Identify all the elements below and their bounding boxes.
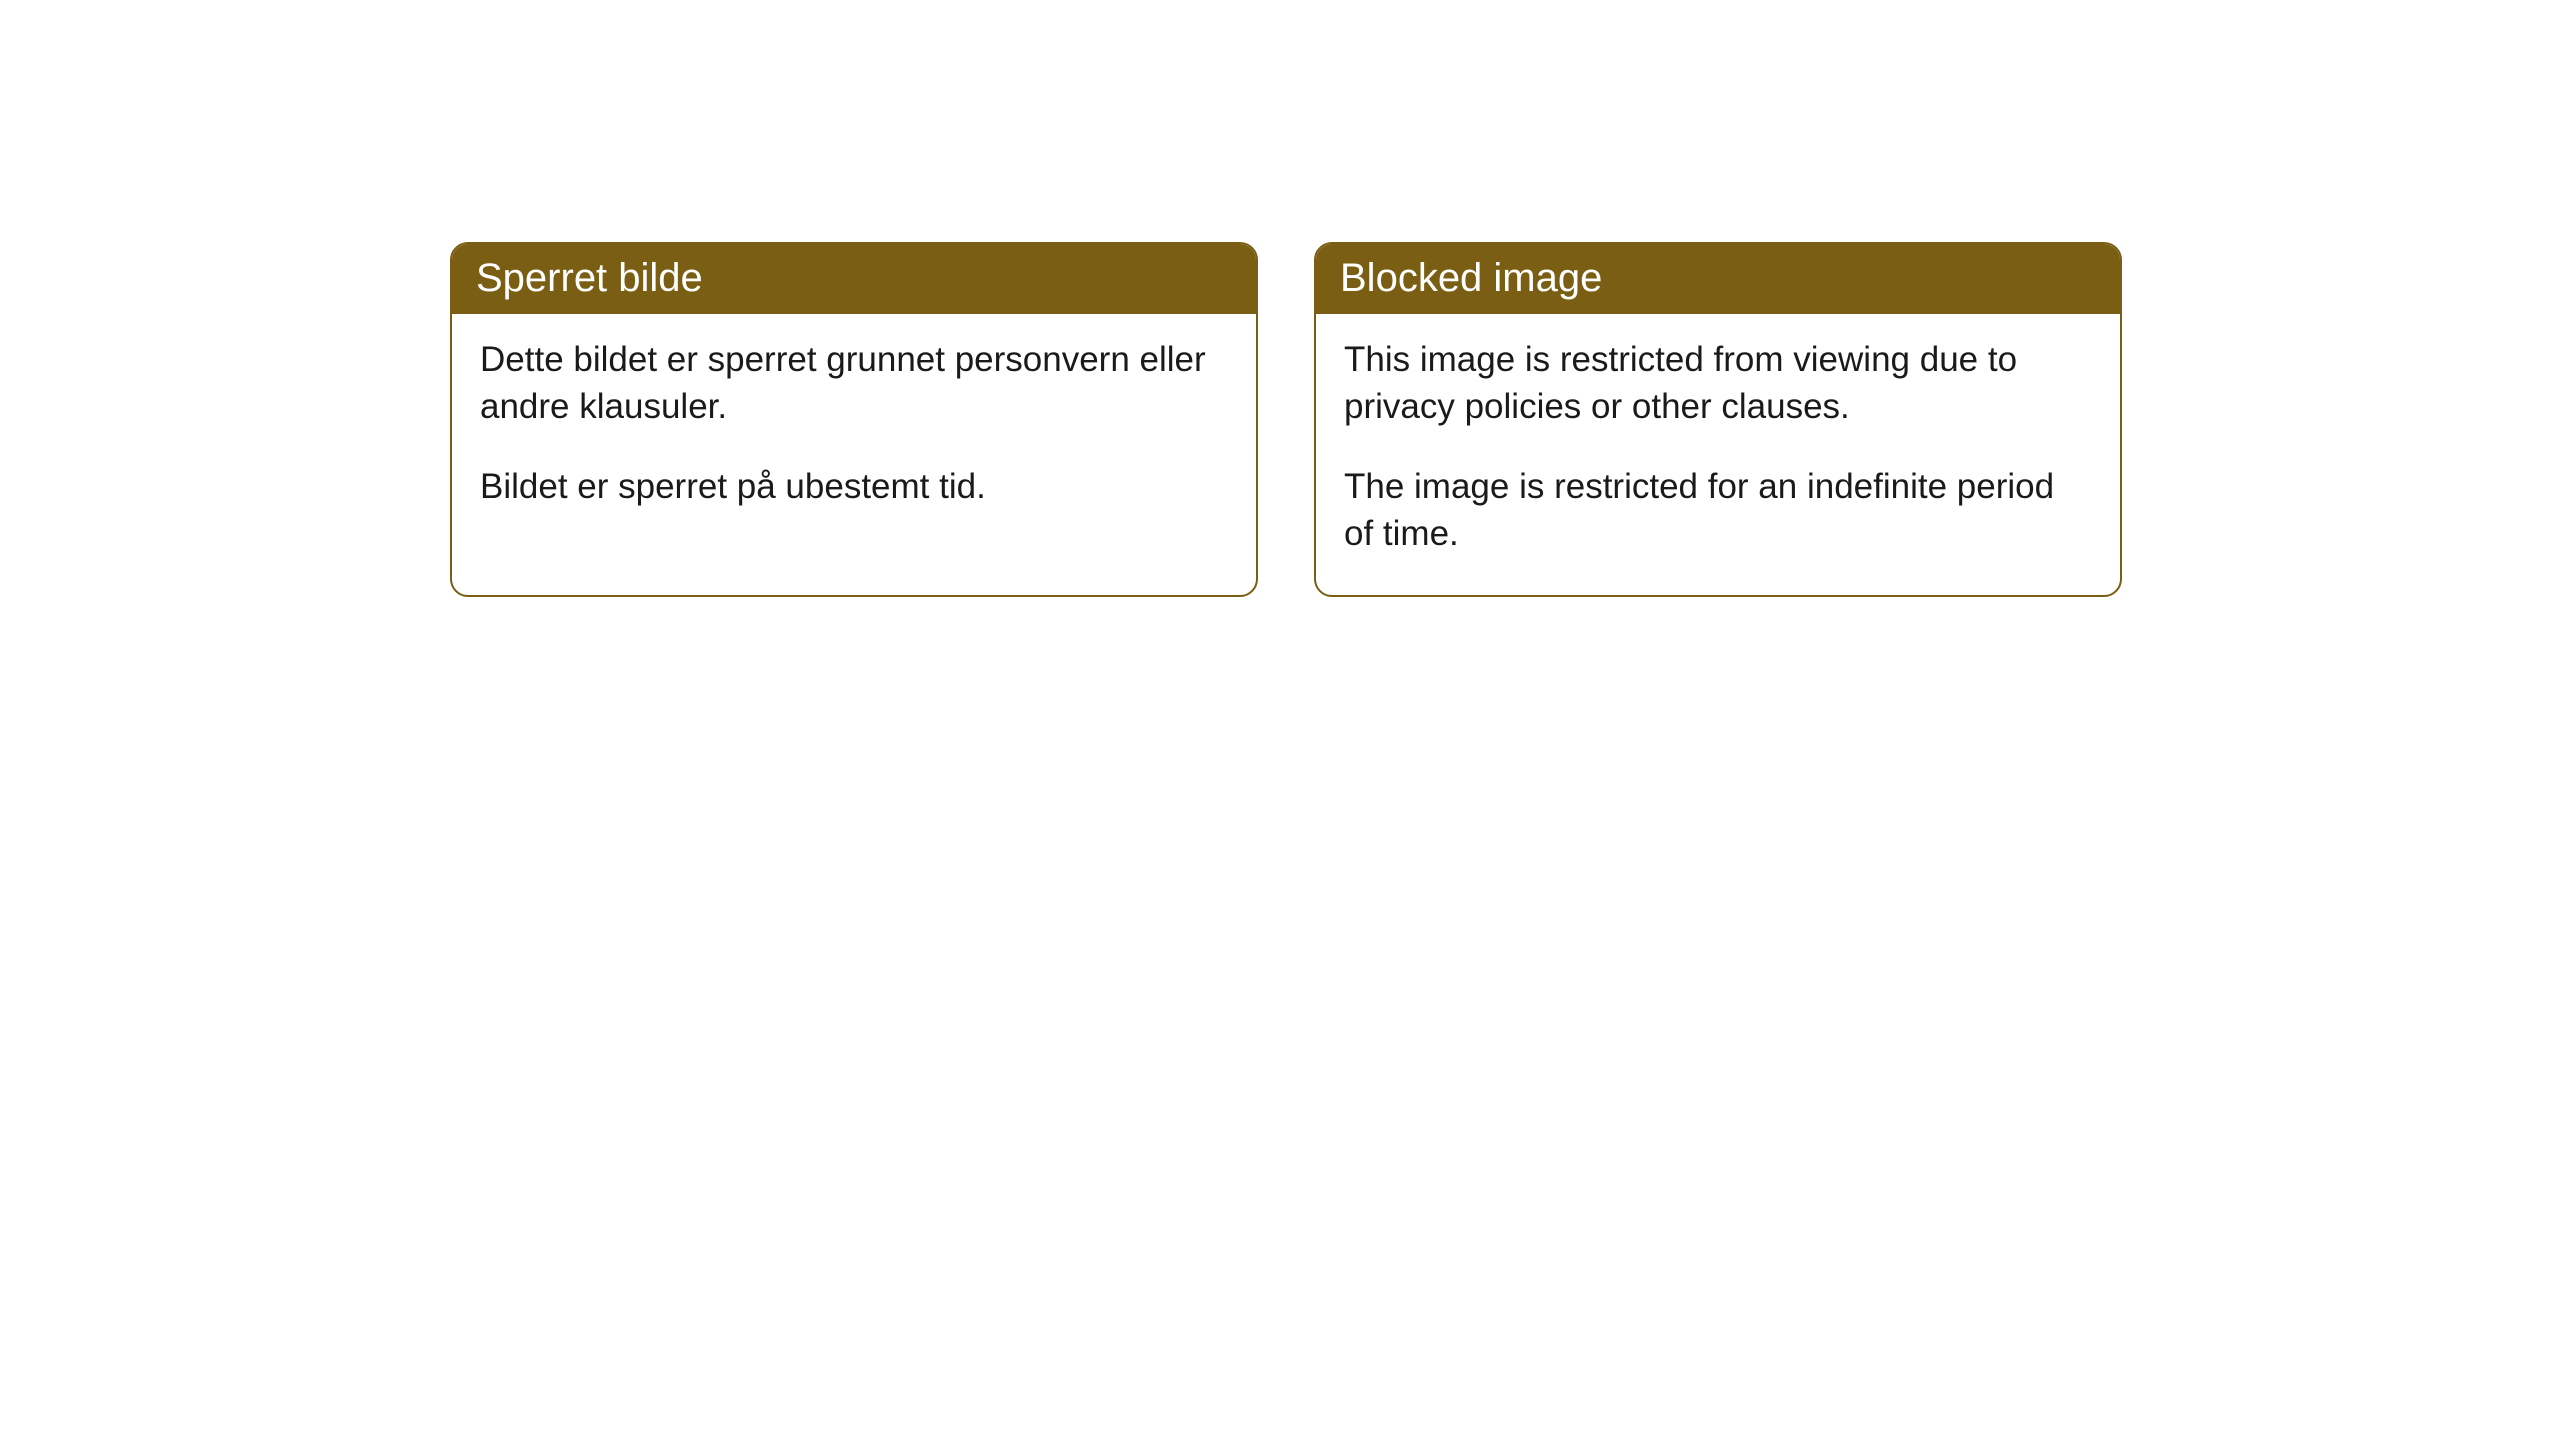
card-paragraph-2: The image is restricted for an indefinit…: [1344, 463, 2092, 558]
card-paragraph-1: Dette bildet er sperret grunnet personve…: [480, 336, 1228, 431]
card-body-english: This image is restricted from viewing du…: [1316, 314, 2120, 595]
card-paragraph-2: Bildet er sperret på ubestemt tid.: [480, 463, 1228, 510]
card-title-norwegian: Sperret bilde: [452, 244, 1256, 314]
card-paragraph-1: This image is restricted from viewing du…: [1344, 336, 2092, 431]
notice-cards-row: Sperret bilde Dette bildet er sperret gr…: [450, 242, 2560, 597]
card-body-norwegian: Dette bildet er sperret grunnet personve…: [452, 314, 1256, 548]
notice-card-norwegian: Sperret bilde Dette bildet er sperret gr…: [450, 242, 1258, 597]
card-title-english: Blocked image: [1316, 244, 2120, 314]
notice-card-english: Blocked image This image is restricted f…: [1314, 242, 2122, 597]
